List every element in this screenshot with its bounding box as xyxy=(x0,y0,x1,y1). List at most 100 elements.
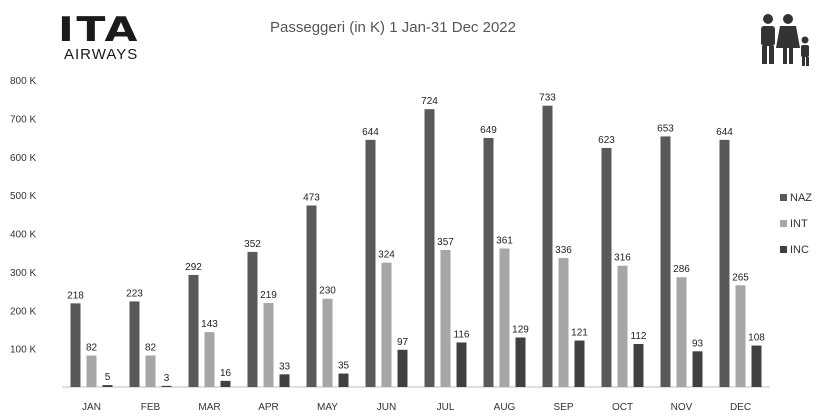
bar-inc-apr xyxy=(279,374,290,387)
x-tick-label-dec: DEC xyxy=(730,402,751,413)
y-tick-label-1: 200 K xyxy=(10,306,36,317)
logo-subtext: AIRWAYS xyxy=(64,46,139,63)
data-label-int-may: 230 xyxy=(319,286,336,297)
data-label-naz-oct: 623 xyxy=(598,135,615,146)
data-label-naz-nov: 653 xyxy=(657,123,674,134)
data-label-inc-apr: 33 xyxy=(279,361,291,372)
bar-naz-sep xyxy=(542,105,553,388)
bar-inc-aug xyxy=(515,337,526,387)
y-tick-label-2: 300 K xyxy=(10,268,36,279)
bar-inc-sep xyxy=(574,340,585,387)
bar-naz-jun xyxy=(365,139,376,387)
legend-label-inc: INC xyxy=(790,244,809,256)
x-tick-label-jul: JUL xyxy=(437,402,455,413)
data-label-int-feb: 82 xyxy=(145,343,157,354)
data-label-int-nov: 286 xyxy=(673,264,690,275)
family-icon xyxy=(756,12,812,73)
data-label-inc-feb: 3 xyxy=(164,373,170,384)
y-tick-label-7: 800 K xyxy=(10,76,36,87)
data-label-inc-sep: 121 xyxy=(571,328,588,339)
bar-inc-dec xyxy=(751,345,762,387)
bar-int-jun xyxy=(381,262,392,387)
data-label-int-sep: 336 xyxy=(555,245,572,256)
bar-naz-may xyxy=(306,205,317,387)
data-label-int-oct: 316 xyxy=(614,253,631,264)
bar-naz-oct xyxy=(601,147,612,387)
logo-mark: ITA xyxy=(58,10,140,50)
data-label-inc-jun: 97 xyxy=(397,337,409,348)
bar-int-aug xyxy=(499,248,510,387)
data-label-int-jul: 357 xyxy=(437,237,454,248)
data-label-int-aug: 361 xyxy=(496,235,513,246)
bar-inc-feb xyxy=(161,385,172,387)
bar-inc-may xyxy=(338,373,349,387)
bar-inc-jan xyxy=(102,385,113,387)
y-tick-label-4: 500 K xyxy=(10,191,36,202)
data-label-naz-jan: 218 xyxy=(67,290,84,301)
data-label-int-dec: 265 xyxy=(732,272,749,283)
bar-int-jul xyxy=(440,250,451,387)
data-label-inc-jul: 116 xyxy=(454,329,470,340)
data-label-inc-jan: 5 xyxy=(105,372,111,383)
x-tick-label-apr: APR xyxy=(258,402,279,413)
x-tick-label-sep: SEP xyxy=(553,402,573,413)
data-label-naz-jul: 724 xyxy=(421,96,438,107)
bar-inc-nov xyxy=(692,351,703,387)
x-tick-label-nov: NOV xyxy=(671,402,693,413)
bar-int-sep xyxy=(558,258,569,387)
y-tick-label-6: 700 K xyxy=(10,114,36,125)
data-label-naz-dec: 644 xyxy=(716,127,733,138)
data-label-naz-feb: 223 xyxy=(126,288,143,299)
bar-naz-dec xyxy=(719,139,730,387)
legend-label-int: INT xyxy=(790,218,808,230)
bar-int-feb xyxy=(145,355,156,387)
bar-inc-jul xyxy=(456,342,467,387)
data-label-int-jun: 324 xyxy=(378,250,395,261)
legend-swatch-int xyxy=(780,220,787,227)
x-tick-label-jan: JAN xyxy=(82,402,101,413)
legend-swatch-inc xyxy=(780,246,787,253)
y-tick-label-3: 400 K xyxy=(10,230,36,241)
x-tick-label-mar: MAR xyxy=(198,402,220,413)
data-label-int-mar: 143 xyxy=(201,319,218,330)
legend-label-naz: NAZ xyxy=(790,192,812,204)
bar-naz-feb xyxy=(129,301,140,387)
bar-naz-apr xyxy=(247,251,258,387)
data-label-inc-oct: 112 xyxy=(631,331,647,342)
data-label-naz-may: 473 xyxy=(303,192,320,203)
bar-int-dec xyxy=(735,285,746,387)
bar-naz-nov xyxy=(660,136,671,387)
bar-int-may xyxy=(322,298,333,387)
x-tick-label-may: MAY xyxy=(317,402,338,413)
bar-int-oct xyxy=(617,265,628,387)
bar-inc-mar xyxy=(220,380,231,387)
bar-int-apr xyxy=(263,302,274,387)
bar-naz-aug xyxy=(483,137,494,387)
x-tick-label-oct: OCT xyxy=(612,402,633,413)
bar-inc-oct xyxy=(633,344,644,387)
bar-int-jan xyxy=(86,355,97,387)
bar-naz-jul xyxy=(424,109,435,387)
data-label-naz-jun: 644 xyxy=(362,127,379,138)
data-label-naz-mar: 292 xyxy=(185,262,202,273)
data-label-inc-aug: 129 xyxy=(512,324,529,335)
data-label-naz-apr: 352 xyxy=(244,239,261,250)
bar-int-nov xyxy=(676,277,687,387)
legend-swatch-naz xyxy=(780,194,787,201)
data-label-naz-aug: 649 xyxy=(480,125,497,136)
data-label-int-apr: 219 xyxy=(260,290,277,301)
bar-naz-jan xyxy=(70,303,81,387)
y-tick-label-0: 100 K xyxy=(10,345,36,356)
x-tick-label-aug: AUG xyxy=(494,402,516,413)
data-label-inc-mar: 16 xyxy=(220,368,232,379)
bar-inc-jun xyxy=(397,349,408,387)
x-tick-label-jun: JUN xyxy=(377,402,396,413)
data-label-inc-nov: 93 xyxy=(692,338,704,349)
y-tick-label-5: 600 K xyxy=(10,153,36,164)
x-tick-label-feb: FEB xyxy=(141,402,161,413)
data-label-naz-sep: 733 xyxy=(539,93,556,104)
chart-title: Passeggeri (in K) 1 Jan-31 Dec 2022 xyxy=(270,19,516,36)
bar-naz-mar xyxy=(188,274,199,387)
